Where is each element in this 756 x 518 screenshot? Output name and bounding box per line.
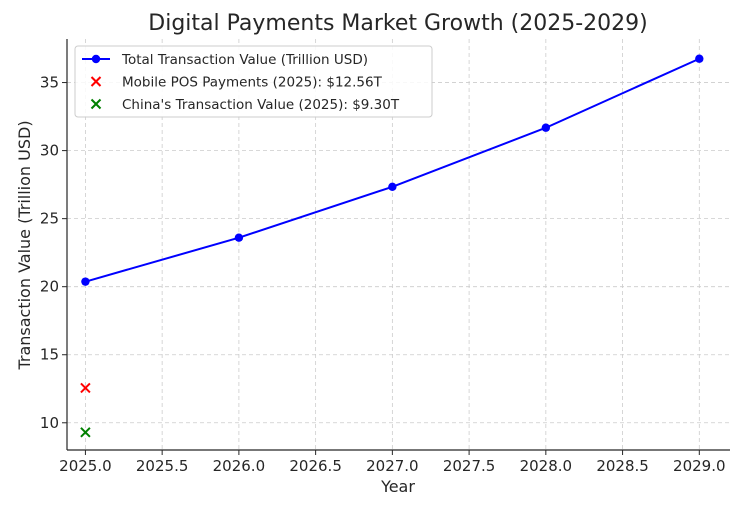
legend-marker	[90, 98, 102, 110]
y-tick-label: 10	[40, 414, 59, 432]
legend-marker	[90, 76, 102, 87]
x-tick-label: 2027.0	[366, 457, 419, 475]
x-tick-label: 2029.0	[673, 457, 726, 475]
x-tick-label: 2027.5	[443, 457, 496, 475]
y-tick-label: 25	[40, 210, 59, 228]
scatter-point	[80, 427, 91, 438]
y-tick-label: 20	[40, 278, 59, 296]
data-point	[388, 182, 397, 191]
legend-box	[74, 45, 433, 118]
data-point	[695, 54, 704, 63]
x-marker-stroke	[80, 427, 91, 438]
x-marker-stroke	[80, 382, 91, 394]
x-tick-label: 2026.0	[213, 457, 266, 475]
x-marker-stroke	[90, 98, 102, 110]
x-tick-label: 2026.5	[289, 457, 342, 475]
chart-title: Digital Payments Market Growth (2025-202…	[148, 11, 647, 36]
legend-marker	[91, 54, 101, 64]
legend-entry-label: Mobile POS Payments (2025): $12.56T	[122, 75, 383, 91]
x-tick-label: 2028.0	[520, 457, 573, 475]
y-tick-label: 35	[40, 74, 59, 92]
legend: Total Transaction Value (Trillion USD) Mo…	[74, 45, 433, 118]
x-marker-stroke	[90, 76, 102, 87]
data-point	[541, 123, 551, 132]
y-tick-label: 15	[40, 346, 59, 364]
data-point	[81, 277, 90, 286]
data-point	[234, 233, 244, 242]
y-tick-label: 30	[40, 142, 59, 160]
y-axis-label: Transaction Value (Trillion USD)	[15, 120, 34, 370]
tick-labels: 2025.0 2025.5 2026.0 2026.5 2027.0 2027.5 2028…	[40, 74, 726, 475]
x-axis-label: Year	[380, 477, 415, 496]
x-tick-label: 2028.5	[596, 457, 649, 475]
legend-entry-label: Total Transaction Value (Trillion USD)	[121, 52, 368, 68]
x-tick-label: 2025.5	[136, 457, 189, 475]
axes	[66, 39, 730, 451]
legend-entry-label: China's Transaction Value (2025): $9.30T	[122, 97, 400, 113]
grid-lines	[67, 39, 730, 450]
x-tick-label: 2025.0	[59, 457, 112, 475]
scatter-point	[80, 382, 91, 394]
data-series	[80, 54, 704, 438]
